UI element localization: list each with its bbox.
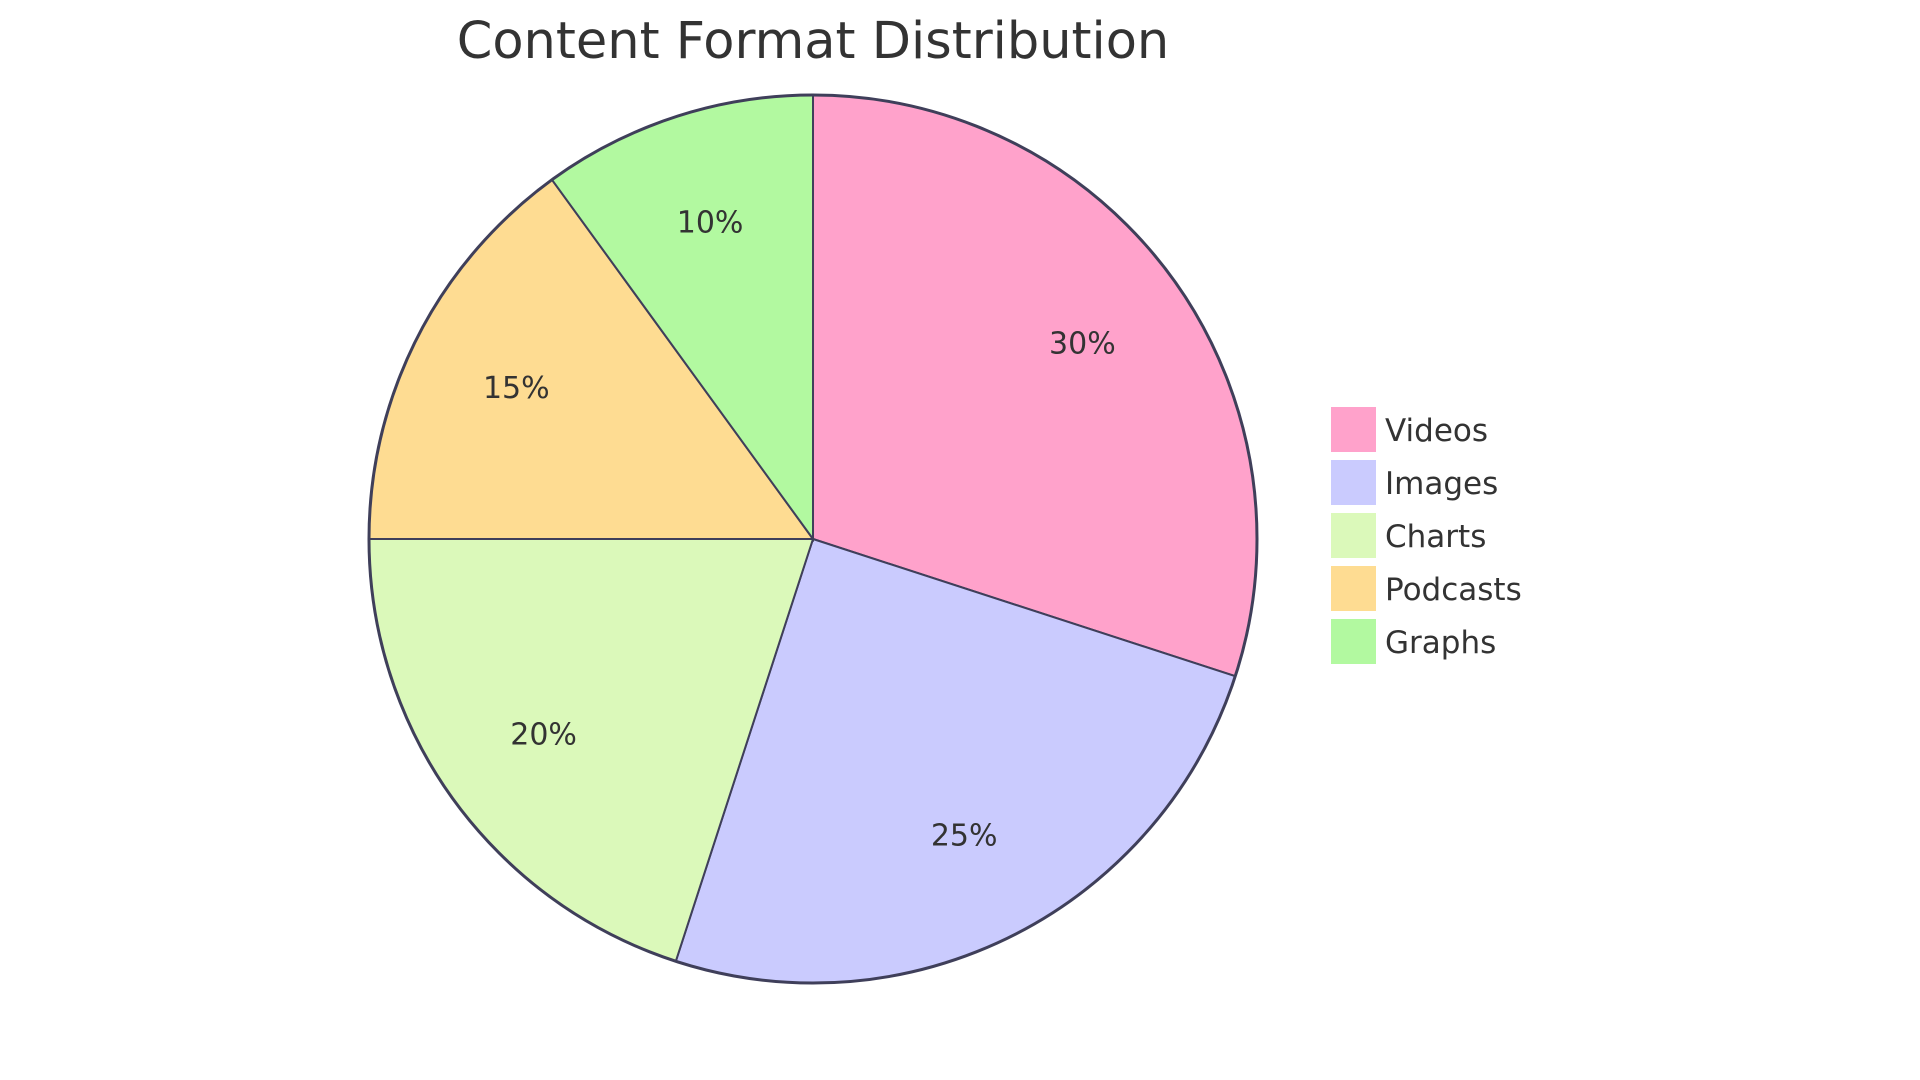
- legend-swatch: [1331, 407, 1376, 452]
- legend-item-charts: Charts: [1331, 513, 1486, 558]
- legend-swatch: [1331, 619, 1376, 664]
- legend-label: Graphs: [1385, 625, 1496, 661]
- data-label-videos: 30%: [1049, 326, 1116, 361]
- legend-swatch: [1331, 513, 1376, 558]
- data-label-charts: 20%: [510, 718, 577, 753]
- legend-item-podcasts: Podcasts: [1331, 566, 1522, 611]
- legend-item-videos: Videos: [1331, 407, 1488, 452]
- chart-title: Content Format Distribution: [457, 12, 1170, 71]
- legend-label: Podcasts: [1385, 572, 1522, 608]
- legend-item-images: Images: [1331, 460, 1498, 505]
- legend-swatch: [1331, 566, 1376, 611]
- pie-outline: [367, 93, 1259, 985]
- data-label-podcasts: 15%: [483, 371, 550, 406]
- legend-label: Charts: [1385, 519, 1486, 555]
- legend-item-graphs: Graphs: [1331, 619, 1496, 664]
- legend-label: Images: [1385, 466, 1498, 502]
- legend-label: Videos: [1385, 413, 1488, 449]
- legend-swatch: [1331, 460, 1376, 505]
- data-label-graphs: 10%: [677, 205, 744, 240]
- data-label-images: 25%: [931, 819, 998, 854]
